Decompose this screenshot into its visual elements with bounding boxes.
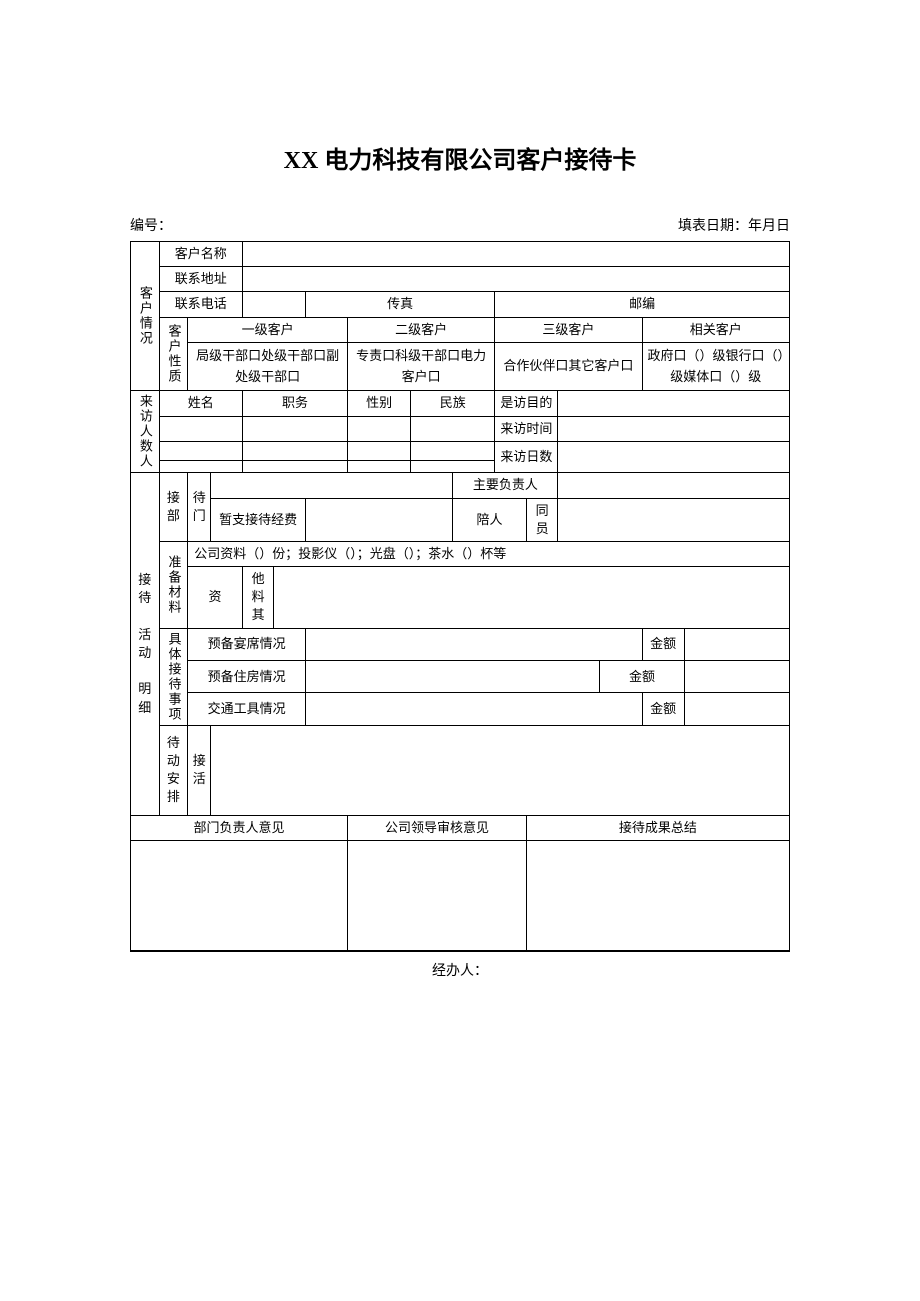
dept-b: 待门	[188, 473, 211, 542]
amount-2: 金额	[600, 660, 684, 692]
banquet-val[interactable]	[305, 628, 642, 660]
amount-3-val[interactable]	[684, 693, 789, 725]
table-row[interactable]	[411, 441, 495, 460]
leader-opinion-label: 公司领导审核意见	[348, 815, 527, 840]
leader-label: 主要负责人	[453, 473, 558, 498]
cust-name-val[interactable]	[242, 242, 789, 267]
result-val[interactable]	[526, 840, 789, 950]
table-row[interactable]	[411, 460, 495, 473]
items-label: 具体接待事项	[159, 628, 188, 725]
level1: 一级客户	[188, 317, 348, 342]
banquet-label: 预备宴席情况	[188, 628, 306, 660]
vis-time-label: 来访时间	[495, 416, 558, 441]
accomp-b: 同员	[526, 498, 558, 541]
accomp-val[interactable]	[558, 498, 790, 541]
hotel-label: 预备住房情况	[188, 660, 306, 692]
cust-fax-label: 传真	[305, 292, 494, 317]
cust-nature-label: 客户性质	[159, 317, 188, 391]
accomp-a: 陪人	[453, 498, 527, 541]
table-row[interactable]	[242, 416, 347, 441]
transport-val[interactable]	[305, 693, 642, 725]
sched-a: 待动安排	[159, 725, 188, 815]
cust-phone-val[interactable]	[242, 292, 305, 317]
cust-phone-label: 联系电话	[159, 292, 242, 317]
other-a: 资	[188, 567, 243, 629]
vis-name: 姓名	[159, 391, 242, 416]
other-b: 他料其	[242, 567, 274, 629]
table-row[interactable]	[242, 441, 347, 460]
level2: 二级客户	[348, 317, 495, 342]
cust-zip-label: 邮编	[495, 292, 790, 317]
vis-purpose-label: 是访目的	[495, 391, 558, 416]
fee-val[interactable]	[305, 498, 452, 541]
nature-opt2[interactable]: 专责口科级干部口电力客户口	[348, 342, 495, 391]
vis-gender: 性别	[348, 391, 411, 416]
reception-section: 接待 活动 明细	[131, 473, 160, 815]
dept-opinion-val[interactable]	[131, 840, 348, 950]
vis-pos: 职务	[242, 391, 347, 416]
fee-label: 暂支接待经费	[211, 498, 306, 541]
amount-1-val[interactable]	[684, 628, 789, 660]
amount-3: 金额	[642, 693, 684, 725]
main-table: 客户情况 客户名称 联系地址 联系电话 传真 邮编 客户性质 一级客户 二级客户…	[130, 241, 790, 952]
page-title: XX 电力科技有限公司客户接待卡	[130, 140, 790, 175]
nature-opt4[interactable]: 政府口（）级银行口（）级媒体口（）级	[642, 342, 789, 391]
result-label: 接待成果总结	[526, 815, 789, 840]
nature-opt3[interactable]: 合作伙伴口其它客户口	[495, 342, 642, 391]
dept-val[interactable]	[211, 473, 453, 498]
vis-days-val[interactable]	[558, 441, 790, 473]
visitors-section: 来访人数人	[131, 391, 160, 473]
date-label: 填表日期：年月日	[678, 215, 790, 235]
header-row: 编号： 填表日期：年月日	[130, 215, 790, 235]
nature-opt1[interactable]: 局级干部口处级干部口副处级干部口	[188, 342, 348, 391]
table-row[interactable]	[348, 416, 411, 441]
table-row[interactable]	[348, 441, 411, 460]
transport-label: 交通工具情况	[188, 693, 306, 725]
table-row[interactable]	[159, 416, 242, 441]
amount-1: 金额	[642, 628, 684, 660]
vis-ethnic: 民族	[411, 391, 495, 416]
vis-days-label: 来访日数	[495, 441, 558, 473]
leader-opinion-val[interactable]	[348, 840, 527, 950]
level4: 相关客户	[642, 317, 789, 342]
table-row[interactable]	[242, 460, 347, 473]
serial-label: 编号：	[130, 215, 172, 235]
cust-name-label: 客户名称	[159, 242, 242, 267]
table-row[interactable]	[348, 460, 411, 473]
handler-label: 经办人：	[130, 960, 790, 980]
dept-a: 接部	[159, 473, 188, 542]
sched-val[interactable]	[211, 725, 790, 815]
amount-2-val[interactable]	[684, 660, 789, 692]
table-row[interactable]	[159, 460, 242, 473]
hotel-val[interactable]	[305, 660, 600, 692]
table-row[interactable]	[159, 441, 242, 460]
level3: 三级客户	[495, 317, 642, 342]
sched-b: 接活	[188, 725, 211, 815]
cust-addr-label: 联系地址	[159, 267, 242, 292]
leader-val[interactable]	[558, 473, 790, 498]
customer-section: 客户情况	[131, 242, 160, 391]
other-val[interactable]	[274, 567, 790, 629]
vis-purpose-val[interactable]	[558, 391, 790, 416]
cust-addr-val[interactable]	[242, 267, 789, 292]
materials: 公司资料（）份；投影仪（）；光盘（）；茶水（）杯等	[188, 541, 790, 566]
table-row[interactable]	[411, 416, 495, 441]
prep-label: 准备材料	[159, 541, 188, 628]
vis-time-val[interactable]	[558, 416, 790, 441]
dept-opinion-label: 部门负责人意见	[131, 815, 348, 840]
